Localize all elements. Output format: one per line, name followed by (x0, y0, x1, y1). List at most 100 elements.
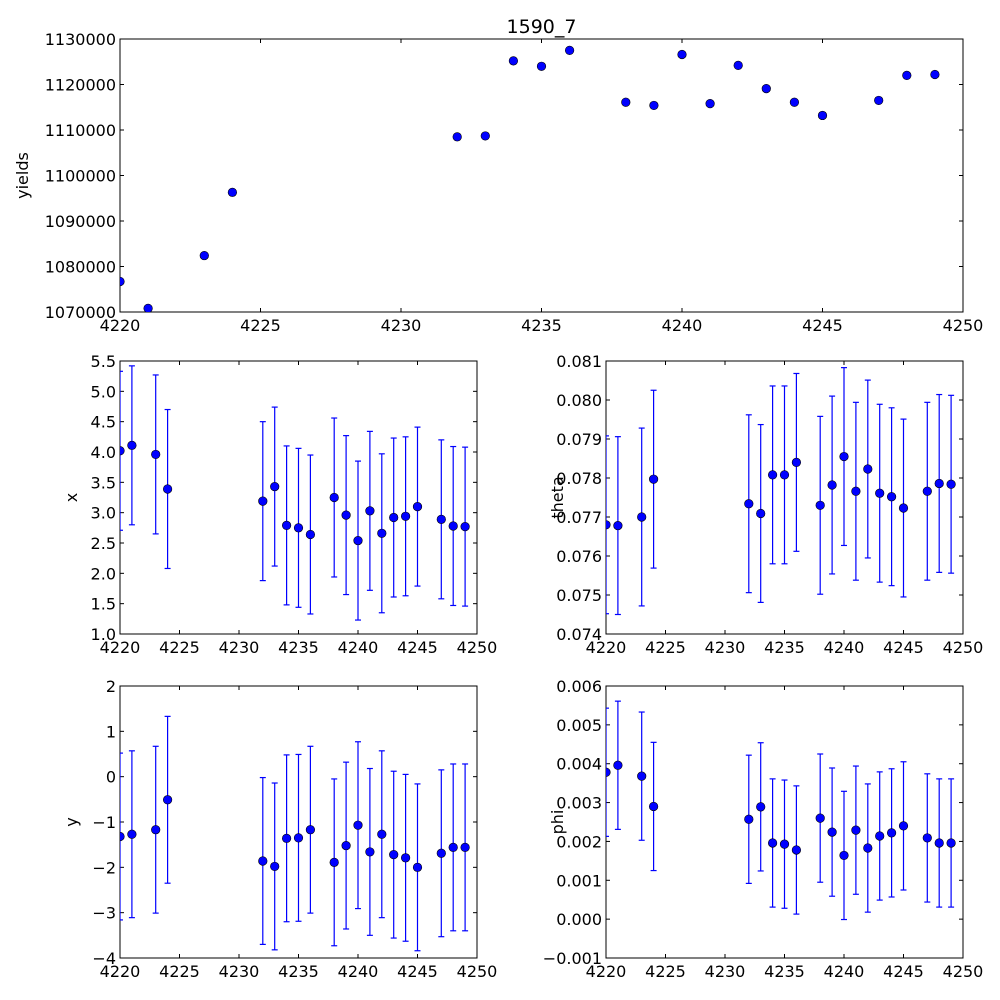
data-point (851, 825, 861, 835)
data-point (151, 449, 161, 460)
data-point (744, 499, 754, 509)
x-tick-label: 4220 (586, 638, 627, 657)
x-tick-label: 4250 (457, 638, 498, 657)
data-point (756, 802, 766, 812)
data-point (934, 838, 944, 848)
data-point (934, 478, 944, 489)
data-point (120, 446, 125, 456)
x-tick-label: 4225 (240, 316, 281, 335)
x-tick-label: 4235 (278, 962, 319, 981)
y-tick-label: 1080000 (45, 258, 116, 277)
data-point (863, 843, 873, 853)
y-tick-label: −3 (92, 904, 116, 923)
x-tick-label: 4230 (705, 638, 746, 657)
data-point (199, 250, 209, 261)
data-point (827, 480, 837, 490)
data-point (389, 850, 399, 860)
data-point (898, 821, 909, 831)
x-tick-label: 4240 (338, 638, 379, 657)
data-point (756, 508, 766, 519)
y-tick-label: 0.001 (556, 871, 602, 890)
data-point (649, 100, 659, 111)
chart-x: 4220 4225 4230 4235 4240 4245 4250 1.0 1.5 2.0 2.5… (62, 352, 497, 657)
data-point (930, 69, 940, 80)
data-point (621, 97, 631, 107)
y-tick-label: 2.5 (91, 534, 116, 553)
data-point (637, 512, 647, 522)
x-tick-label: 4240 (824, 962, 865, 981)
data-point (902, 70, 912, 80)
y-tick-label: 5.5 (91, 352, 116, 371)
y-tick-label: 0.078 (556, 469, 602, 488)
data-point (448, 521, 458, 531)
data-point (293, 833, 304, 843)
y-tick-label: 5.0 (91, 382, 116, 401)
data-point (767, 470, 778, 480)
x-tick-label: 4240 (338, 962, 379, 981)
data-point (151, 825, 161, 835)
x-tick-label: 4220 (100, 638, 141, 657)
data-point (452, 132, 462, 142)
y-tick-label: 0.000 (556, 910, 602, 929)
y-tick-label: 0.081 (556, 352, 602, 371)
data-point (460, 842, 470, 852)
x-tick-label: 4235 (278, 638, 319, 657)
data-point (412, 862, 423, 872)
y-axis-label: theta (548, 476, 567, 518)
x-tick-label: 4230 (219, 962, 260, 981)
y-tick-label: −2 (92, 858, 116, 877)
x-tick-label: 4225 (159, 962, 200, 981)
x-tick-label: 4245 (883, 962, 924, 981)
data-point (120, 831, 125, 842)
data-point (839, 451, 849, 462)
data-point (258, 856, 268, 866)
data-point (733, 60, 743, 70)
y-tick-label: 0.079 (556, 430, 602, 449)
x-tick-label: 4245 (397, 638, 438, 657)
data-point (815, 813, 825, 823)
chart-yields: 4220 4225 4230 4235 4240 4245 4250 1070000 10800… (13, 16, 983, 335)
data-point (875, 488, 885, 498)
data-point (412, 502, 423, 512)
x-tick-label: 4235 (764, 962, 805, 981)
x-tick-label: 4225 (159, 638, 200, 657)
data-point (898, 503, 909, 513)
data-point (761, 83, 771, 94)
data-point (946, 479, 956, 489)
data-point (448, 842, 458, 852)
data-point (377, 528, 387, 538)
data-point (789, 97, 800, 107)
y-tick-label: 1110000 (45, 121, 116, 140)
y-tick-label: 0.006 (556, 677, 602, 696)
data-point (127, 440, 137, 450)
data-point (817, 110, 828, 121)
data-point (886, 492, 897, 502)
data-point (460, 522, 470, 532)
data-point (767, 838, 778, 848)
data-point (564, 45, 575, 55)
data-point (353, 535, 363, 546)
data-layer (606, 700, 956, 921)
data-point (365, 506, 375, 516)
data-point (851, 486, 861, 496)
y-tick-label: 0 (106, 768, 116, 787)
x-tick-label: 4245 (397, 962, 438, 981)
chart-y: 4220 4225 4230 4235 4240 4245 4250 −4 −3 −2 −1 0 1 2 y (62, 677, 497, 981)
data-point (815, 500, 825, 510)
x-tick-label: 4230 (219, 638, 260, 657)
data-point (341, 510, 351, 520)
data-point (163, 795, 173, 805)
y-tick-label: 1.5 (91, 595, 116, 614)
x-tick-label: 4245 (802, 316, 843, 335)
x-tick-label: 4220 (586, 962, 627, 981)
x-tick-label: 4225 (645, 962, 686, 981)
data-point (648, 801, 659, 812)
data-point (779, 470, 790, 480)
data-point (353, 820, 363, 830)
data-layer (120, 45, 940, 312)
data-point (401, 853, 411, 863)
data-point (637, 771, 647, 781)
y-tick-label: 1 (106, 722, 116, 741)
x-tick-label: 4225 (645, 638, 686, 657)
